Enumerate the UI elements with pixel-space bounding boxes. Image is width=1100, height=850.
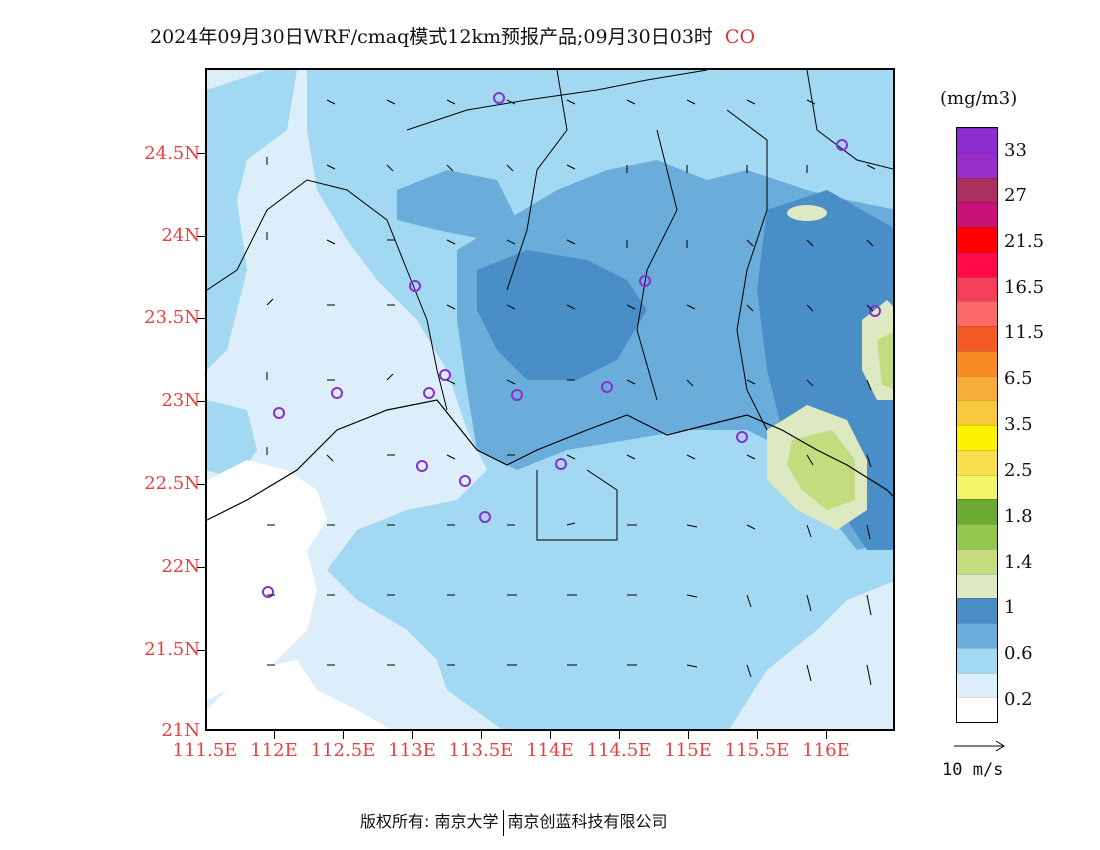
colorbar-label: 16.5 <box>1004 277 1045 298</box>
colorbar-cell <box>957 177 997 203</box>
lon-label: 115E <box>664 740 712 761</box>
colorbar-cell <box>957 350 997 376</box>
lon-tick <box>757 731 758 739</box>
colorbar-cell <box>957 301 997 326</box>
lat-tick <box>197 401 205 402</box>
colorbar-cell <box>957 227 997 252</box>
wind-reference-arrow <box>954 740 1005 752</box>
lat-label: 21N <box>161 720 200 741</box>
map-field <box>207 70 893 729</box>
colorbar-cell <box>957 251 997 277</box>
lat-tick <box>197 650 205 651</box>
lat-label: 23N <box>161 390 200 411</box>
station-markers <box>262 92 881 598</box>
lon-tick <box>481 731 482 739</box>
coastline <box>207 399 893 521</box>
concentration-map <box>205 68 895 731</box>
lon-label: 114E <box>526 740 574 761</box>
colorbar-cell <box>957 449 997 475</box>
lat-tick <box>197 567 205 568</box>
lat-label: 24.5N <box>144 143 200 164</box>
lon-tick <box>826 731 827 739</box>
lon-label: 112E <box>250 740 298 761</box>
lat-label: 22.5N <box>144 473 200 494</box>
colorbar-cell <box>957 598 997 623</box>
colorbar-label: 0.2 <box>1004 689 1033 710</box>
map-title: 2024年09月30日WRF/cmaq模式12km预报产品;09月30日03时 C… <box>150 22 950 50</box>
colorbar-label: 1 <box>1004 597 1016 618</box>
colorbar-label: 1.8 <box>1004 506 1033 527</box>
species-label: CO <box>724 26 756 48</box>
colorbar <box>956 127 998 723</box>
colorbar-label: 0.6 <box>1004 643 1033 664</box>
field-region-0.6-sw <box>207 400 257 480</box>
copyright-owner-1: 南京大学 <box>434 812 499 831</box>
lon-label: 113.5E <box>448 740 514 761</box>
colorbar-cell <box>957 400 997 425</box>
lon-label: 116E <box>802 740 850 761</box>
colorbar-cell <box>957 672 997 698</box>
colorbar-cell <box>957 573 997 599</box>
lon-label: 114.5E <box>586 740 652 761</box>
lon-tick <box>412 731 413 739</box>
lat-label: 24N <box>161 225 200 246</box>
colorbar-cell <box>957 425 997 450</box>
colorbar-units: (mg/m3) <box>940 88 1018 109</box>
colorbar-cell <box>957 202 997 227</box>
lon-label: 111.5E <box>172 740 238 761</box>
colorbar-cell <box>957 152 997 178</box>
field-region-low-sw <box>207 460 327 700</box>
copyright-owner-2: 南京创蓝科技有限公司 <box>507 812 668 831</box>
bay-outline <box>536 469 618 541</box>
lat-label: 21.5N <box>144 639 200 660</box>
lon-tick <box>619 731 620 739</box>
colorbar-cell <box>957 548 997 574</box>
lon-tick <box>550 731 551 739</box>
colorbar-cell <box>957 524 997 549</box>
colorbar-label: 1.4 <box>1004 552 1033 573</box>
field-region-0.6-west <box>207 70 297 370</box>
lon-label: 112.5E <box>310 740 376 761</box>
colorbar-cell <box>957 499 997 524</box>
lat-label: 23.5N <box>144 307 200 328</box>
colorbar-cell <box>957 326 997 351</box>
lon-tick <box>343 731 344 739</box>
field-region-2.5 <box>787 430 855 510</box>
colorbar-cell <box>957 697 997 722</box>
field-region-1.8-small <box>787 205 827 221</box>
lat-tick <box>197 318 205 319</box>
title-text: 2024年09月30日WRF/cmaq模式12km预报产品;09月30日03时 <box>150 26 713 48</box>
lat-tick <box>197 484 205 485</box>
colorbar-label: 27 <box>1004 185 1027 206</box>
province-boundary <box>207 70 893 431</box>
copyright-owner-label: 版权所有: <box>360 812 430 831</box>
field-region-1.0-north <box>397 170 517 240</box>
field-region-2.5-ne <box>877 332 893 389</box>
colorbar-cell <box>957 474 997 500</box>
field-region-low-south <box>207 660 391 729</box>
colorbar-label: 6.5 <box>1004 368 1033 389</box>
lon-tick <box>688 731 689 739</box>
colorbar-label: 3.5 <box>1004 414 1033 435</box>
colorbar-label: 2.5 <box>1004 460 1033 481</box>
colorbar-cell <box>957 647 997 673</box>
field-region-1.4 <box>477 250 647 380</box>
lon-tick <box>274 731 275 739</box>
copyright: 版权所有: 南京大学 南京创蓝科技有限公司 <box>360 808 668 836</box>
colorbar-label: 21.5 <box>1004 231 1045 252</box>
colorbar-cell <box>957 623 997 648</box>
colorbar-label: 33 <box>1004 140 1027 161</box>
wind-vectors <box>266 99 876 686</box>
lon-label: 113E <box>388 740 436 761</box>
lat-tick <box>197 153 205 154</box>
colorbar-label: 11.5 <box>1004 322 1045 343</box>
lat-tick <box>197 236 205 237</box>
wind-reference-label: 10 m/s <box>942 760 1004 780</box>
colorbar-cell <box>957 375 997 401</box>
colorbar-cell <box>957 128 997 153</box>
colorbar-cell <box>957 276 997 302</box>
lat-label: 22N <box>161 556 200 577</box>
lon-label: 115.5E <box>724 740 790 761</box>
copyright-separator <box>502 809 504 836</box>
